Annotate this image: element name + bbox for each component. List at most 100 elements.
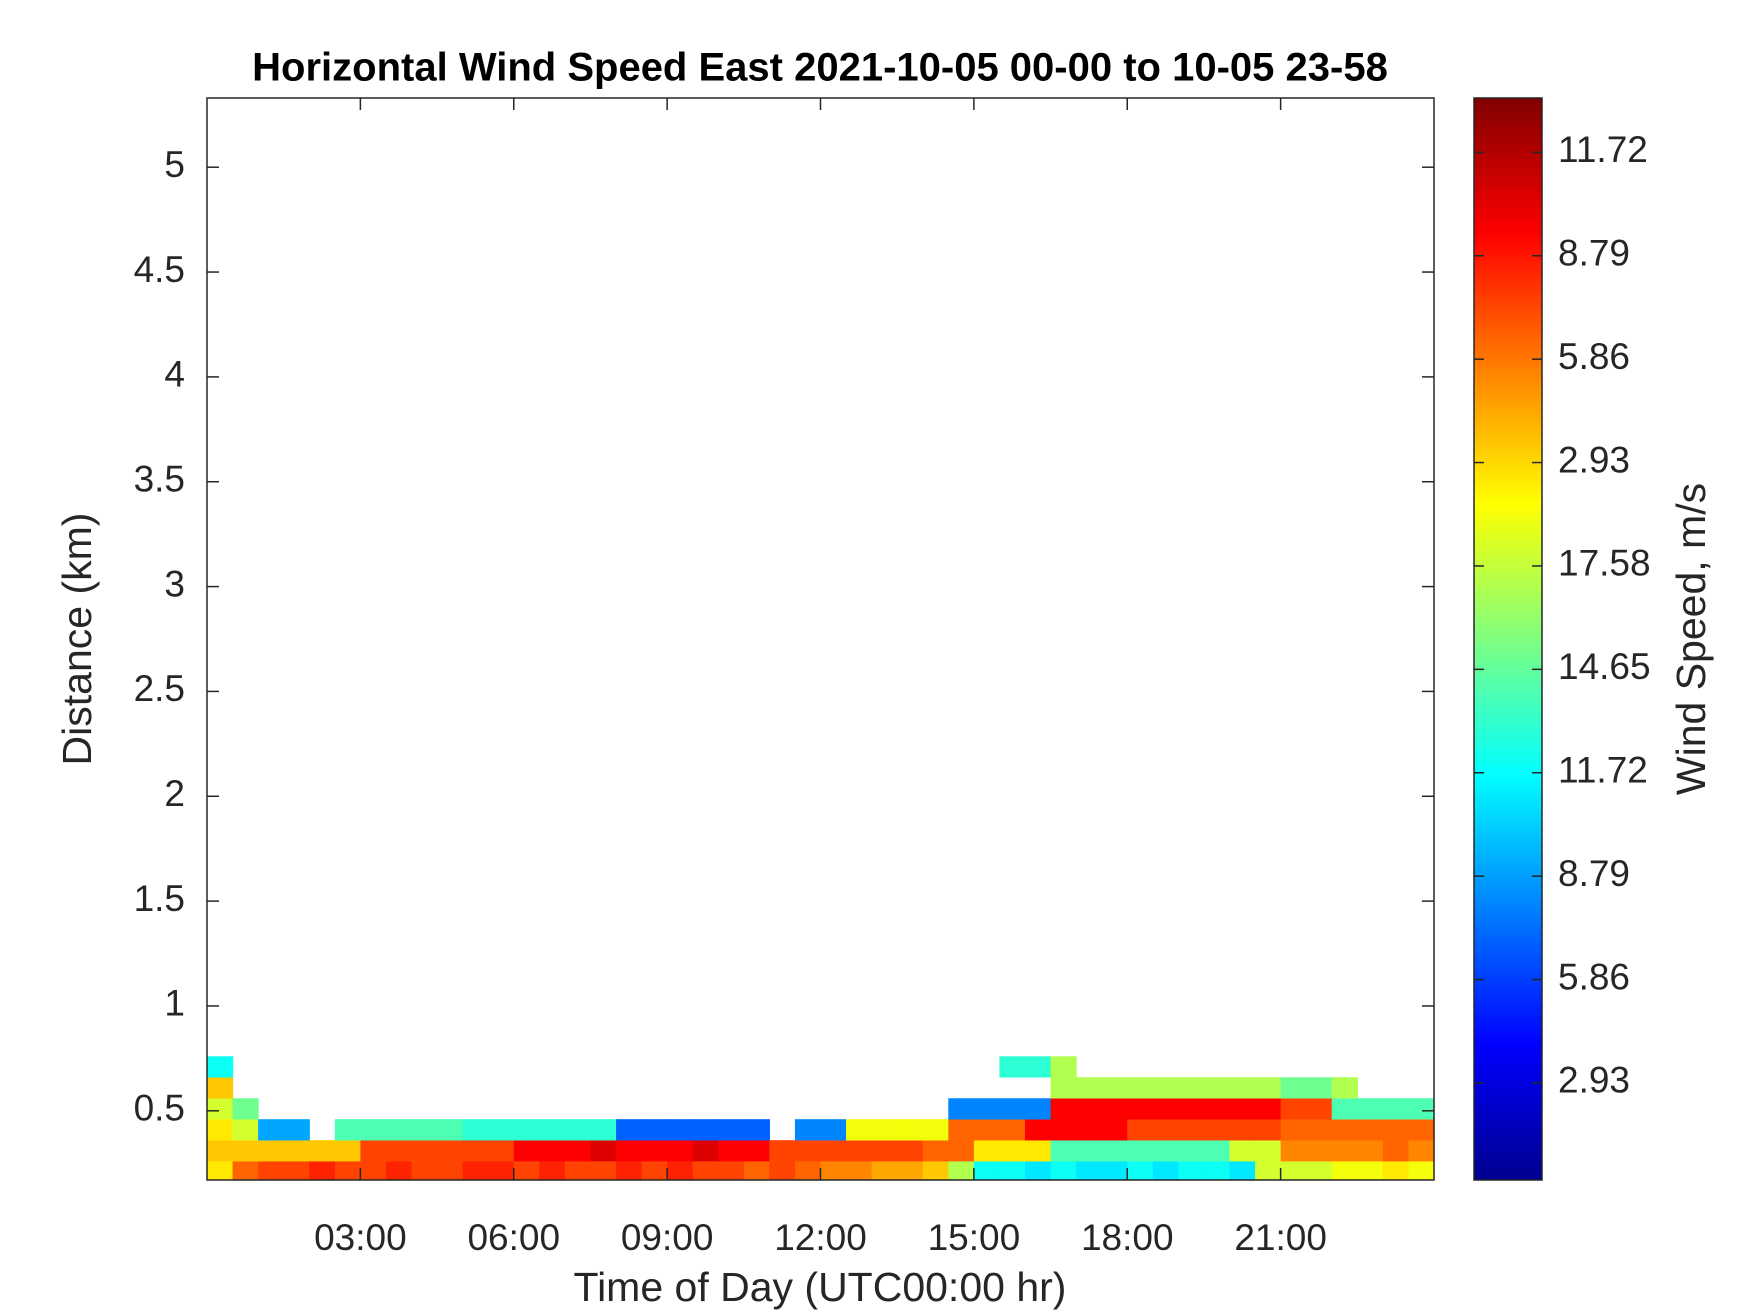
heatmap-cell (718, 1161, 745, 1181)
heatmap-cell (1229, 1098, 1256, 1120)
heatmap-cell (488, 1161, 515, 1181)
heatmap-cell (973, 1140, 1001, 1162)
heatmap-cell (973, 1098, 1001, 1120)
heatmap-cell (539, 1119, 566, 1141)
heatmap-cell (1178, 1140, 1205, 1162)
heatmap-cell (1306, 1140, 1333, 1162)
heatmap-cell (1203, 1140, 1231, 1162)
heatmap-cell (999, 1140, 1026, 1162)
heatmap-cell (1127, 1161, 1154, 1181)
heatmap-cell (871, 1140, 898, 1162)
heatmap-cell (616, 1119, 643, 1141)
heatmap-cell (488, 1140, 515, 1162)
heatmap-cell (1331, 1140, 1358, 1162)
heatmap-cell (871, 1161, 898, 1181)
heatmap-cell (897, 1119, 924, 1141)
heatmap-cell (1076, 1077, 1103, 1099)
heatmap-cell (1152, 1161, 1179, 1181)
heatmap-cell (437, 1161, 464, 1181)
heatmap-cell (667, 1161, 694, 1181)
heatmap-cell (283, 1119, 310, 1141)
heatmap-cell (1101, 1098, 1128, 1120)
heatmap-cell (1076, 1098, 1103, 1120)
heatmap-cell (309, 1161, 336, 1181)
heatmap-cell (1025, 1056, 1052, 1078)
heatmap-cell (743, 1119, 770, 1141)
heatmap-cell (488, 1119, 515, 1141)
heatmap-cell (641, 1119, 668, 1141)
heatmap-cell (564, 1119, 592, 1141)
heatmap-cell (743, 1140, 770, 1162)
heatmap-cell (1025, 1119, 1052, 1141)
y-tick-label: 4.5 (134, 249, 185, 290)
heatmap-cell (309, 1140, 336, 1162)
heatmap-cell (1280, 1077, 1307, 1099)
heatmap-cell (641, 1140, 668, 1162)
heatmap-cell (999, 1056, 1026, 1078)
x-tick-label: 09:00 (621, 1217, 714, 1258)
heatmap-cell (207, 1056, 234, 1078)
heatmap-cell (207, 1140, 234, 1162)
heatmap-cell (1050, 1119, 1077, 1141)
heatmap-cell (385, 1119, 413, 1141)
heatmap-cell (1127, 1119, 1154, 1141)
colorbar-label: Wind Speed, m/s (1668, 483, 1714, 795)
heatmap-cell (1306, 1077, 1333, 1099)
heatmap-cell (1050, 1077, 1077, 1099)
heatmap-cell (999, 1098, 1026, 1120)
heatmap-cell (1382, 1098, 1410, 1120)
heatmap-cell (769, 1140, 796, 1162)
colorbar-tick-label: 8.79 (1558, 233, 1630, 274)
heatmap-cell (667, 1140, 694, 1162)
heatmap-cell (1203, 1161, 1231, 1181)
heatmap-cell (641, 1161, 668, 1181)
heatmap-cell (334, 1119, 361, 1141)
heatmap-cell (973, 1161, 1001, 1181)
heatmap-cell (1357, 1161, 1384, 1181)
heatmap-cell (1050, 1140, 1077, 1162)
heatmap-cell (1306, 1119, 1333, 1141)
x-axis-label: Time of Day (UTC00:00 hr) (574, 1264, 1067, 1310)
axes: 03:00 06:00 09:00 12:00 15:00 18:00 21:000.511… (134, 97, 1651, 1258)
heatmap-cell (437, 1140, 464, 1162)
heatmap-cell (564, 1161, 592, 1181)
heatmap-cell (1408, 1119, 1435, 1141)
heatmap-cell (1255, 1119, 1282, 1141)
heatmap-cell (513, 1119, 540, 1141)
heatmap-cell (1203, 1119, 1231, 1141)
heatmap-cell (1178, 1098, 1205, 1120)
colorbar-tick-label: 2.93 (1558, 439, 1630, 480)
heatmap-cell (1382, 1161, 1410, 1181)
heatmap-cell (1076, 1140, 1103, 1162)
heatmap-cell (258, 1161, 285, 1181)
colorbar-tick-label: 17.58 (1558, 543, 1651, 584)
heatmap-cell (922, 1140, 949, 1162)
heatmap-cell (1025, 1140, 1052, 1162)
heatmap-cell (1025, 1161, 1052, 1181)
heatmap-cell (846, 1161, 873, 1181)
heatmap-cell (1255, 1098, 1282, 1120)
heatmap-cell (1255, 1161, 1282, 1181)
y-tick-label: 0.5 (134, 1088, 185, 1129)
heatmap-cell (334, 1161, 361, 1181)
heatmap-cell (258, 1119, 285, 1141)
heatmap-cell (1280, 1140, 1307, 1162)
heatmap-cell (1382, 1119, 1410, 1141)
heatmap-cell (590, 1119, 617, 1141)
heatmap-cell (1357, 1098, 1384, 1120)
heatmap-cell (1050, 1161, 1077, 1181)
heatmap (207, 1056, 1435, 1181)
heatmap-cell (616, 1161, 643, 1181)
heatmap-cell (1331, 1161, 1358, 1181)
y-tick-label: 1.5 (134, 878, 185, 919)
heatmap-cell (973, 1119, 1001, 1141)
heatmap-cell (1357, 1140, 1384, 1162)
heatmap-cell (667, 1119, 694, 1141)
heatmap-cell (590, 1140, 617, 1162)
heatmap-cell (1127, 1098, 1154, 1120)
heatmap-cell (1101, 1140, 1128, 1162)
heatmap-cell (1280, 1098, 1307, 1120)
heatmap-cell (1229, 1161, 1256, 1181)
heatmap-cell (462, 1140, 489, 1162)
